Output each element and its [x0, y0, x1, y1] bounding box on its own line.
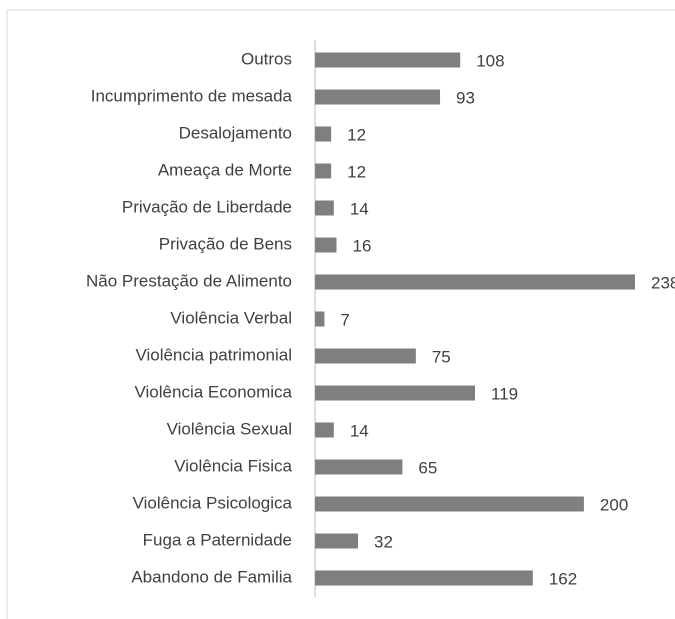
bar [315, 126, 332, 142]
y-tick-label: Ameaça de Morte [158, 160, 292, 179]
data-label: 14 [350, 421, 369, 440]
data-label: 119 [491, 384, 518, 403]
bar [315, 459, 403, 475]
data-label: 200 [600, 495, 628, 514]
bar [315, 89, 441, 105]
y-tick-label: Outros [241, 49, 292, 68]
bar [315, 496, 584, 512]
data-label: 7 [340, 310, 349, 329]
bar [315, 237, 337, 253]
y-tick-label: Violência Psicologica [133, 493, 293, 512]
y-tick-label: Fuga a Paternidade [143, 530, 292, 549]
data-label: 162 [549, 569, 577, 588]
bar [315, 422, 334, 438]
bar [315, 200, 334, 216]
y-tick-label: Privação de Bens [159, 234, 292, 253]
y-tick-label: Privação de Liberdade [122, 197, 292, 216]
data-label: 75 [432, 347, 451, 366]
y-tick-label: Violência Economica [135, 382, 293, 401]
data-label: 14 [350, 199, 369, 218]
y-tick-label: Incumprimento de mesada [91, 86, 293, 105]
bar [315, 311, 325, 327]
data-label: 32 [374, 532, 393, 551]
y-tick-label: Desalojamento [179, 123, 292, 142]
bar [315, 52, 461, 68]
data-label: 16 [353, 236, 372, 255]
y-tick-label: Violência Verbal [170, 308, 292, 327]
y-tick-label: Violência Sexual [167, 419, 292, 438]
bar [315, 274, 635, 290]
y-tick-label: Não Prestação de Alimento [86, 271, 292, 290]
bar [315, 533, 359, 549]
y-tick-label: Violência Fisica [174, 456, 292, 475]
bar [315, 570, 533, 586]
data-label: 65 [418, 458, 437, 477]
bar [315, 348, 416, 364]
bar [315, 163, 332, 179]
bar [315, 385, 475, 401]
data-label: 12 [347, 162, 366, 181]
y-tick-label: Violência patrimonial [135, 345, 292, 364]
data-label: 12 [347, 125, 366, 144]
data-label: 238 [651, 273, 675, 292]
data-label: 93 [456, 88, 475, 107]
y-tick-label: Abandono de Familia [131, 567, 292, 586]
data-label: 108 [476, 51, 504, 70]
